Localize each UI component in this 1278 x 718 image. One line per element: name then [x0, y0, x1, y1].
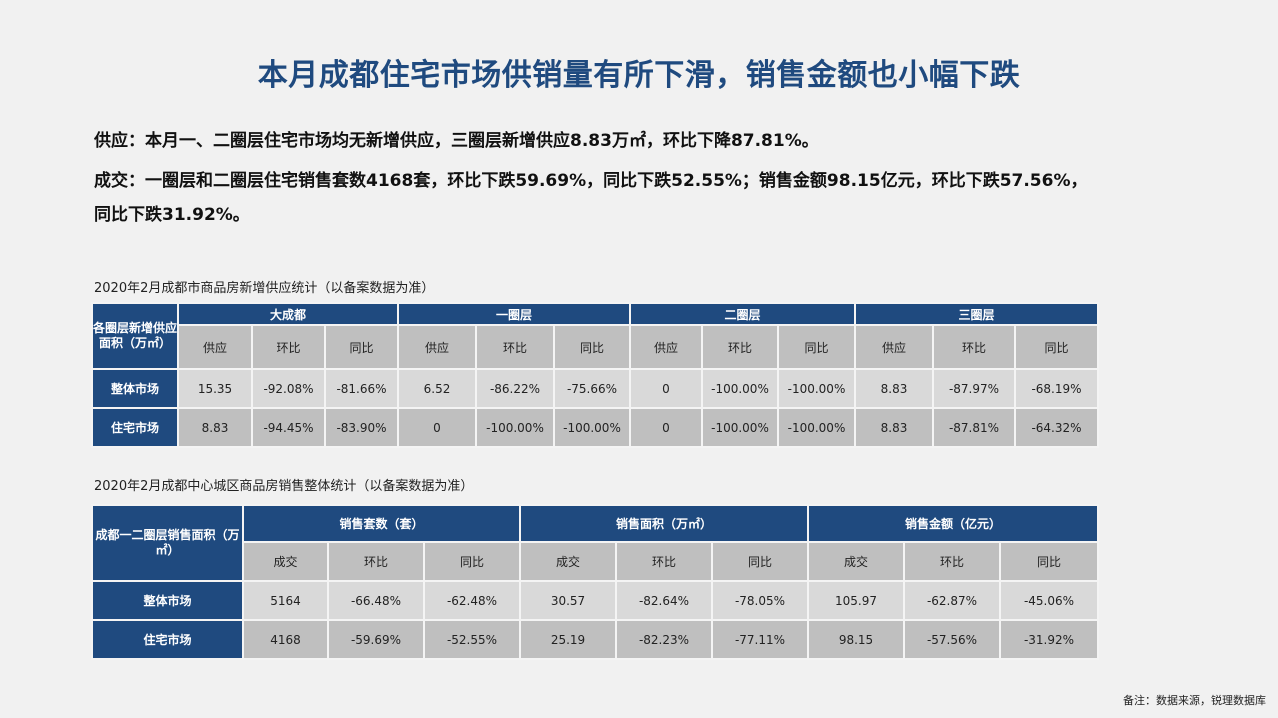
- sales-table: 成都一二圈层销售面积（万㎡） 销售套数（套） 销售面积（万㎡） 销售金额（亿元）…: [91, 504, 1099, 660]
- group-header: 二圈层: [629, 302, 856, 326]
- table-cell: -57.56%: [903, 619, 1001, 660]
- table-cell: -83.90%: [324, 407, 399, 448]
- table-cell: -75.66%: [553, 368, 631, 409]
- column-header: 成交: [242, 541, 329, 582]
- column-header: 供应: [854, 324, 934, 370]
- table-row: 整体市场 5164 -66.48% -62.48% 30.57 -82.64% …: [91, 580, 1099, 621]
- column-header: 环比: [615, 541, 713, 582]
- column-header: 环比: [701, 324, 779, 370]
- table-row: 住宅市场 4168 -59.69% -52.55% 25.19 -82.23% …: [91, 619, 1099, 660]
- supply-table: 各圈层新增供应面积（万㎡） 大成都 一圈层 二圈层 三圈层 供应 环比 同比 供…: [91, 302, 1099, 448]
- table-cell: -59.69%: [327, 619, 425, 660]
- table-cell: 5164: [242, 580, 329, 621]
- column-header: 同比: [999, 541, 1099, 582]
- row-label: 整体市场: [91, 580, 244, 621]
- row-label: 住宅市场: [91, 619, 244, 660]
- table-cell: -78.05%: [711, 580, 809, 621]
- table-cell: -100.00%: [701, 407, 779, 448]
- table-cell: -100.00%: [553, 407, 631, 448]
- table-cell: 8.83: [854, 368, 934, 409]
- group-header: 一圈层: [397, 302, 631, 326]
- table-cell: -100.00%: [777, 407, 856, 448]
- table-cell: 0: [629, 368, 703, 409]
- table2-caption: 2020年2月成都中心城区商品房销售整体统计（以备案数据为准）: [94, 479, 474, 494]
- group-header: 三圈层: [854, 302, 1099, 326]
- table-cell: 30.57: [519, 580, 617, 621]
- column-header: 环比: [903, 541, 1001, 582]
- table-cell: -87.81%: [932, 407, 1016, 448]
- group-header: 销售金额（亿元）: [807, 504, 1099, 543]
- column-header: 环比: [475, 324, 555, 370]
- column-header: 供应: [177, 324, 253, 370]
- column-header: 成交: [519, 541, 617, 582]
- column-header: 同比: [324, 324, 399, 370]
- table-cell: 8.83: [854, 407, 934, 448]
- table-cell: -92.08%: [251, 368, 326, 409]
- table-cell: -45.06%: [999, 580, 1099, 621]
- column-header: 环比: [327, 541, 425, 582]
- column-header: 同比: [777, 324, 856, 370]
- table-cell: -87.97%: [932, 368, 1016, 409]
- row-label: 住宅市场: [91, 407, 179, 448]
- table-cell: -86.22%: [475, 368, 555, 409]
- column-header: 同比: [711, 541, 809, 582]
- deal-summary: 成交：一圈层和二圈层住宅销售套数4168套，环比下跌59.69%，同比下跌52.…: [94, 171, 1088, 225]
- table-cell: -64.32%: [1014, 407, 1099, 448]
- table-cell: -62.48%: [423, 580, 521, 621]
- supply-summary: 供应：本月一、二圈层住宅市场均无新增供应，三圈层新增供应8.83万㎡，环比下降8…: [94, 131, 819, 151]
- table-cell: -31.92%: [999, 619, 1099, 660]
- column-header: 同比: [553, 324, 631, 370]
- summary: 供应：本月一、二圈层住宅市场均无新增供应，三圈层新增供应8.83万㎡，环比下降8…: [94, 124, 1094, 238]
- table-cell: -100.00%: [475, 407, 555, 448]
- table-cell: 98.15: [807, 619, 905, 660]
- table-cell: -100.00%: [777, 368, 856, 409]
- table-cell: -62.87%: [903, 580, 1001, 621]
- table-cell: -52.55%: [423, 619, 521, 660]
- table-cell: -68.19%: [1014, 368, 1099, 409]
- table-cell: -82.64%: [615, 580, 713, 621]
- table2-corner: 成都一二圈层销售面积（万㎡）: [91, 504, 244, 582]
- group-header: 销售面积（万㎡）: [519, 504, 809, 543]
- column-header: 同比: [1014, 324, 1099, 370]
- table-cell: 0: [397, 407, 477, 448]
- table1-caption: 2020年2月成都市商品房新增供应统计（以备案数据为准）: [94, 281, 435, 296]
- column-header: 成交: [807, 541, 905, 582]
- table-row: 住宅市场 8.83 -94.45% -83.90% 0 -100.00% -10…: [91, 407, 1099, 448]
- column-header: 环比: [932, 324, 1016, 370]
- table1-corner: 各圈层新增供应面积（万㎡）: [91, 302, 179, 370]
- table-cell: -82.23%: [615, 619, 713, 660]
- table-cell: 15.35: [177, 368, 253, 409]
- column-header: 供应: [629, 324, 703, 370]
- table-cell: 25.19: [519, 619, 617, 660]
- table-cell: 8.83: [177, 407, 253, 448]
- table-cell: 0: [629, 407, 703, 448]
- column-header: 环比: [251, 324, 326, 370]
- page-title: 本月成都住宅市场供销量有所下滑，销售金额也小幅下跌: [257, 58, 1021, 93]
- source-note: 备注：数据来源，锐理数据库: [1123, 694, 1266, 707]
- column-header: 供应: [397, 324, 477, 370]
- table-cell: -81.66%: [324, 368, 399, 409]
- row-label: 整体市场: [91, 368, 179, 409]
- table-cell: 6.52: [397, 368, 477, 409]
- table-cell: -77.11%: [711, 619, 809, 660]
- group-header: 销售套数（套）: [242, 504, 521, 543]
- group-header: 大成都: [177, 302, 399, 326]
- table-cell: -100.00%: [701, 368, 779, 409]
- table-row: 整体市场 15.35 -92.08% -81.66% 6.52 -86.22% …: [91, 368, 1099, 409]
- table-cell: -66.48%: [327, 580, 425, 621]
- table-cell: -94.45%: [251, 407, 326, 448]
- table-cell: 4168: [242, 619, 329, 660]
- column-header: 同比: [423, 541, 521, 582]
- table-cell: 105.97: [807, 580, 905, 621]
